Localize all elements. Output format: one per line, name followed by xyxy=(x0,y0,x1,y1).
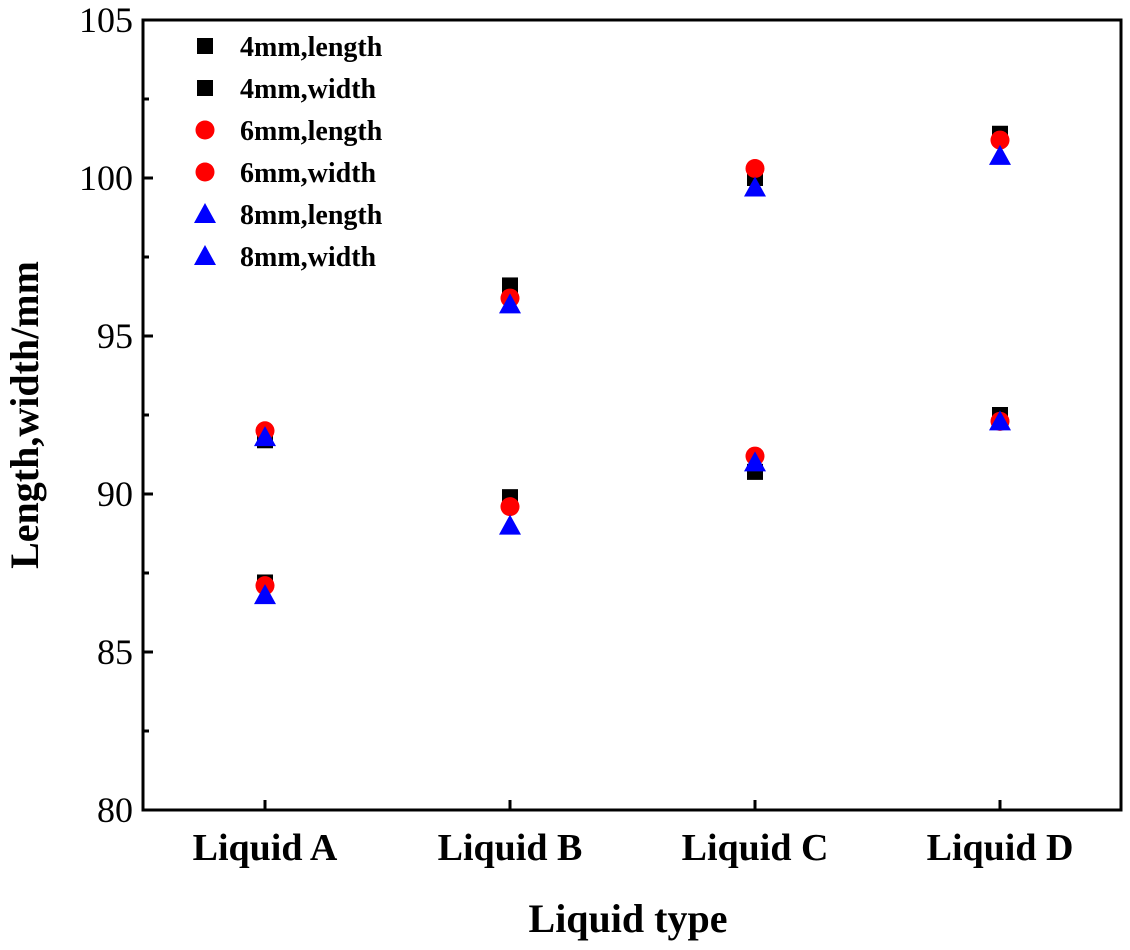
y-tick-label: 95 xyxy=(97,316,133,356)
data-point-series-5 xyxy=(499,293,521,314)
legend-label-2: 4mm,width xyxy=(240,74,377,105)
data-point-series-6 xyxy=(744,451,766,472)
data-point-series-4 xyxy=(500,497,520,517)
data-point-series-5 xyxy=(254,426,276,447)
y-tick-label: 105 xyxy=(79,0,133,40)
legend-marker-1 xyxy=(197,38,213,54)
legend-label-5: 8mm,length xyxy=(240,200,383,231)
y-tick-label: 80 xyxy=(97,790,133,830)
legend-label-3: 6mm,length xyxy=(240,116,383,147)
data-point-series-3 xyxy=(990,130,1010,150)
x-tick-label: Liquid D xyxy=(927,827,1074,869)
legend-marker-5 xyxy=(194,203,216,223)
data-point-series-5 xyxy=(744,176,766,197)
x-tick-label: Liquid B xyxy=(438,827,583,869)
y-tick-label: 85 xyxy=(97,632,133,672)
data-point-series-6 xyxy=(989,410,1011,431)
y-tick-label: 90 xyxy=(97,474,133,514)
data-point-series-6 xyxy=(499,514,521,535)
legend-label-1: 4mm,length xyxy=(240,32,383,63)
legend-marker-3 xyxy=(195,120,215,140)
legend-label-4: 6mm,width xyxy=(240,158,377,189)
legend-label-6: 8mm,width xyxy=(240,242,377,273)
x-axis-title: Liquid type xyxy=(529,896,728,941)
y-axis-title: Length,width/mm xyxy=(2,261,47,569)
legend-marker-2 xyxy=(197,80,213,96)
plot-area: 80 85 90 95 100 105 Liquid A Liquid B Liquid C Li… xyxy=(79,0,1123,869)
y-tick-label: 100 xyxy=(79,158,133,198)
x-tick-label: Liquid A xyxy=(193,827,338,869)
legend-marker-6 xyxy=(194,245,216,265)
data-point-series-6 xyxy=(254,584,276,605)
data-point-series-5 xyxy=(989,144,1011,165)
data-point-series-3 xyxy=(745,159,765,179)
data-point-series-1 xyxy=(502,277,518,294)
x-tick-label: Liquid C xyxy=(682,827,829,869)
legend-marker-4 xyxy=(195,162,215,182)
